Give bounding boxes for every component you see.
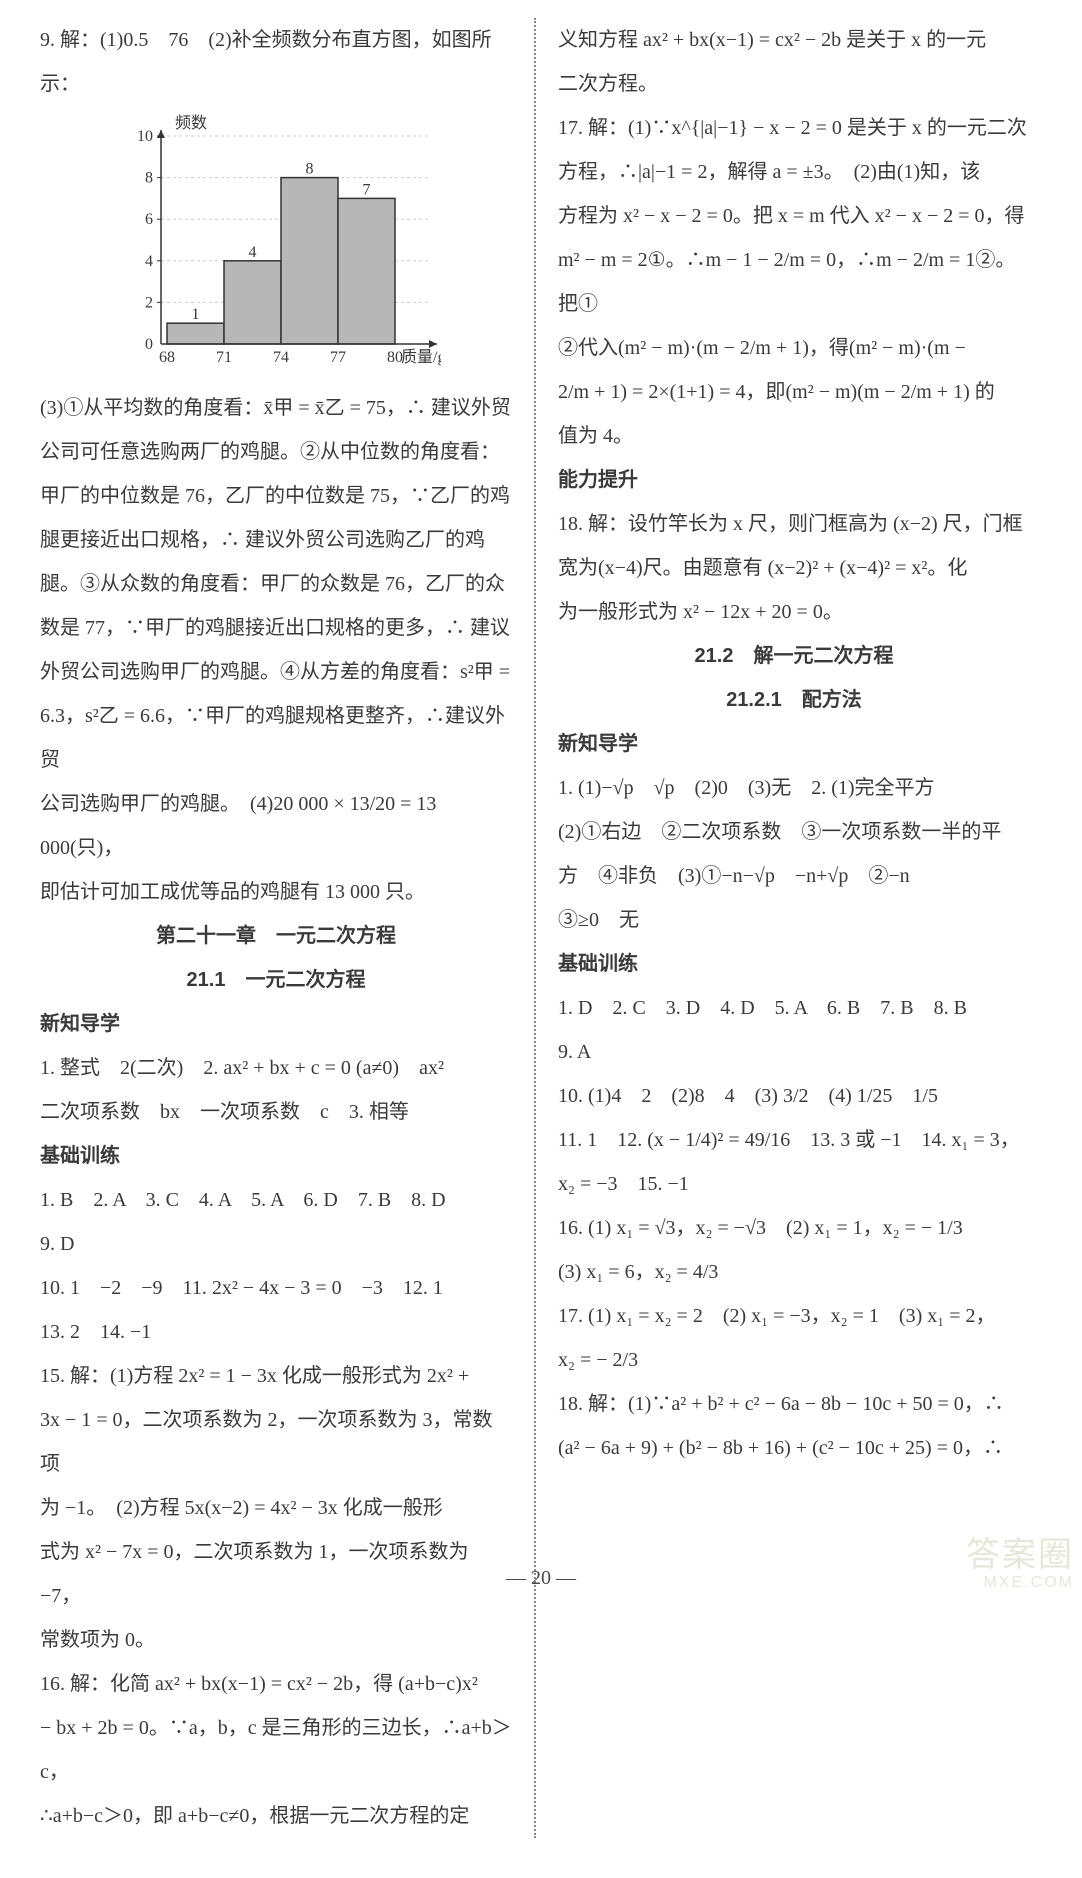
svg-text:6: 6 xyxy=(145,211,153,228)
text-line: 为 −1。 (2)方程 5x(x−2) = 4x² − 3x 化成一般形 xyxy=(40,1486,512,1530)
text-line: 17. 解：(1)∵x^{|a|−1} − x − 2 = 0 是关于 x 的一… xyxy=(558,106,1030,150)
text-line: (a² − 6a + 9) + (b² − 8b + 16) + (c² − 1… xyxy=(558,1426,1030,1470)
histogram-svg: 24681014876871747780频数质量/g0 xyxy=(111,114,441,374)
svg-text:2: 2 xyxy=(145,294,153,311)
text-line: 方 ④非负 (3)①−n−√p −n+√p ②−n xyxy=(558,854,1030,898)
text-line: 1. (1)−√p √p (2)0 (3)无 2. (1)完全平方 xyxy=(558,766,1030,810)
subsection-heading: 21.2.1 配方法 xyxy=(558,678,1030,722)
text-line: 数是 77，∵甲厂的鸡腿接近出口规格的更多，∴ 建议 xyxy=(40,606,512,650)
text-line: 11. 1 12. (x − 1/4)² = 49/16 13. 3 或 −1 … xyxy=(558,1118,1030,1162)
svg-text:8: 8 xyxy=(145,170,153,187)
chapter-heading: 第二十一章 一元二次方程 xyxy=(40,914,512,958)
text-line: (3) x₁ = 6，x₂ = 4/3 xyxy=(558,1250,1030,1294)
svg-text:4: 4 xyxy=(249,244,257,261)
text-line: 公司可任意选购两厂的鸡腿。②从中位数的角度看： xyxy=(40,430,512,474)
text-line: 17. (1) x₁ = x₂ = 2 (2) x₁ = −3，x₂ = 1 (… xyxy=(558,1294,1030,1338)
text-line: x₂ = − 2/3 xyxy=(558,1338,1030,1382)
subsection-heading: 新知导学 xyxy=(40,1002,512,1046)
text-line: 2/m + 1) = 2×(1+1) = 4，即(m² − m)(m − 2/m… xyxy=(558,370,1030,414)
svg-text:4: 4 xyxy=(145,253,153,270)
text-line: 示： xyxy=(40,62,512,106)
text-line: 甲厂的中位数是 76，乙厂的中位数是 75，∵乙厂的鸡 xyxy=(40,474,512,518)
text-line: − bx + 2b = 0。∵a，b，c 是三角形的三边长，∴a+b＞c， xyxy=(40,1706,512,1794)
svg-text:77: 77 xyxy=(330,349,346,366)
text-line: 公司选购甲厂的鸡腿。 (4)20 000 × 13/20 = 13 000(只)… xyxy=(40,782,512,870)
text-line: 外贸公司选购甲厂的鸡腿。④从方差的角度看：s²甲 = xyxy=(40,650,512,694)
text-line: 16. 解：化简 ax² + bx(x−1) = cx² − 2b，得 (a+b… xyxy=(40,1662,512,1706)
svg-text:74: 74 xyxy=(273,349,289,366)
text-line: 值为 4。 xyxy=(558,414,1030,458)
text-line: 15. 解：(1)方程 2x² = 1 − 3x 化成一般形式为 2x² + xyxy=(40,1354,512,1398)
text-line: 9. A xyxy=(558,1030,1030,1074)
text-line: 13. 2 14. −1 xyxy=(40,1310,512,1354)
text-line: 16. (1) x₁ = √3，x₂ = −√3 (2) x₁ = 1，x₂ =… xyxy=(558,1206,1030,1250)
text-line: 6.3，s²乙 = 6.6，∵甲厂的鸡腿规格更整齐，∴建议外贸 xyxy=(40,694,512,782)
text-line: 18. 解：设竹竿长为 x 尺，则门框高为 (x−2) 尺，门框 xyxy=(558,502,1030,546)
page-body: 9. 解：(1)0.5 76 (2)补全频数分布直方图，如图所 示： 24681… xyxy=(0,0,1082,1878)
svg-text:频数: 频数 xyxy=(175,114,207,132)
text-line: (2)①右边 ②二次项系数 ③一次项系数一半的平 xyxy=(558,810,1030,854)
right-column: 义知方程 ax² + bx(x−1) = cx² − 2b 是关于 x 的一元 … xyxy=(540,18,1030,1838)
subsection-heading: 新知导学 xyxy=(558,722,1030,766)
text-line: ②代入(m² − m)·(m − 2/m + 1)，得(m² − m)·(m − xyxy=(558,326,1030,370)
svg-text:8: 8 xyxy=(306,161,314,178)
text-line: 腿更接近出口规格，∴ 建议外贸公司选购乙厂的鸡 xyxy=(40,518,512,562)
text-line: 方程为 x² − x − 2 = 0。把 x = m 代入 x² − x − 2… xyxy=(558,194,1030,238)
svg-text:71: 71 xyxy=(216,349,232,366)
text-line: x₂ = −3 15. −1 xyxy=(558,1162,1030,1206)
text-line: 10. 1 −2 −9 11. 2x² − 4x − 3 = 0 −3 12. … xyxy=(40,1266,512,1310)
text-line: 1. B 2. A 3. C 4. A 5. A 6. D 7. B 8. D xyxy=(40,1178,512,1222)
text-line: ③≥0 无 xyxy=(558,898,1030,942)
text-line: 常数项为 0。 xyxy=(40,1618,512,1662)
text-line: m² − m = 2①。∴m − 1 − 2/m = 0，∴m − 2/m = … xyxy=(558,238,1030,326)
text-line: 18. 解：(1)∵a² + b² + c² − 6a − 8b − 10c +… xyxy=(558,1382,1030,1426)
section-heading: 21.1 一元二次方程 xyxy=(40,958,512,1002)
text-line: 9. D xyxy=(40,1222,512,1266)
column-divider xyxy=(534,18,536,1838)
left-column: 9. 解：(1)0.5 76 (2)补全频数分布直方图，如图所 示： 24681… xyxy=(40,18,530,1838)
text-line: 1. 整式 2(二次) 2. ax² + bx + c = 0 (a≠0) ax… xyxy=(40,1046,512,1090)
text-line: 即估计可加工成优等品的鸡腿有 13 000 只。 xyxy=(40,870,512,914)
svg-text:7: 7 xyxy=(363,181,371,198)
subsection-heading: 基础训练 xyxy=(558,942,1030,986)
text-line: 3x − 1 = 0，二次项系数为 2，一次项系数为 3，常数项 xyxy=(40,1398,512,1486)
subsection-heading: 能力提升 xyxy=(558,458,1030,502)
text-line: 宽为(x−4)尺。由题意有 (x−2)² + (x−4)² = x²。化 xyxy=(558,546,1030,590)
text-line: 方程，∴|a|−1 = 2，解得 a = ±3。 (2)由(1)知，该 xyxy=(558,150,1030,194)
svg-text:0: 0 xyxy=(145,336,153,353)
svg-text:10: 10 xyxy=(137,128,153,145)
page-number: — 20 — xyxy=(0,1567,1082,1590)
text-line: 为一般形式为 x² − 12x + 20 = 0。 xyxy=(558,590,1030,634)
section-heading: 21.2 解一元二次方程 xyxy=(558,634,1030,678)
svg-text:68: 68 xyxy=(159,349,175,366)
text-line: (3)①从平均数的角度看：x̄甲 = x̄乙 = 75，∴ 建议外贸 xyxy=(40,386,512,430)
text-line: 1. D 2. C 3. D 4. D 5. A 6. B 7. B 8. B xyxy=(558,986,1030,1030)
subsection-heading: 基础训练 xyxy=(40,1134,512,1178)
text-line: 二次项系数 bx 一次项系数 c 3. 相等 xyxy=(40,1090,512,1134)
svg-text:质量/g: 质量/g xyxy=(401,348,441,366)
text-line: 二次方程。 xyxy=(558,62,1030,106)
text-line: 义知方程 ax² + bx(x−1) = cx² − 2b 是关于 x 的一元 xyxy=(558,18,1030,62)
histogram-chart: 24681014876871747780频数质量/g0 xyxy=(111,114,441,374)
text-line: ∴a+b−c＞0，即 a+b−c≠0，根据一元二次方程的定 xyxy=(40,1794,512,1838)
text-line: 腿。③从众数的角度看：甲厂的众数是 76，乙厂的众 xyxy=(40,562,512,606)
text-line: 9. 解：(1)0.5 76 (2)补全频数分布直方图，如图所 xyxy=(40,18,512,62)
text-line: 10. (1)4 2 (2)8 4 (3) 3/2 (4) 1/25 1/5 xyxy=(558,1074,1030,1118)
svg-text:1: 1 xyxy=(192,306,200,323)
